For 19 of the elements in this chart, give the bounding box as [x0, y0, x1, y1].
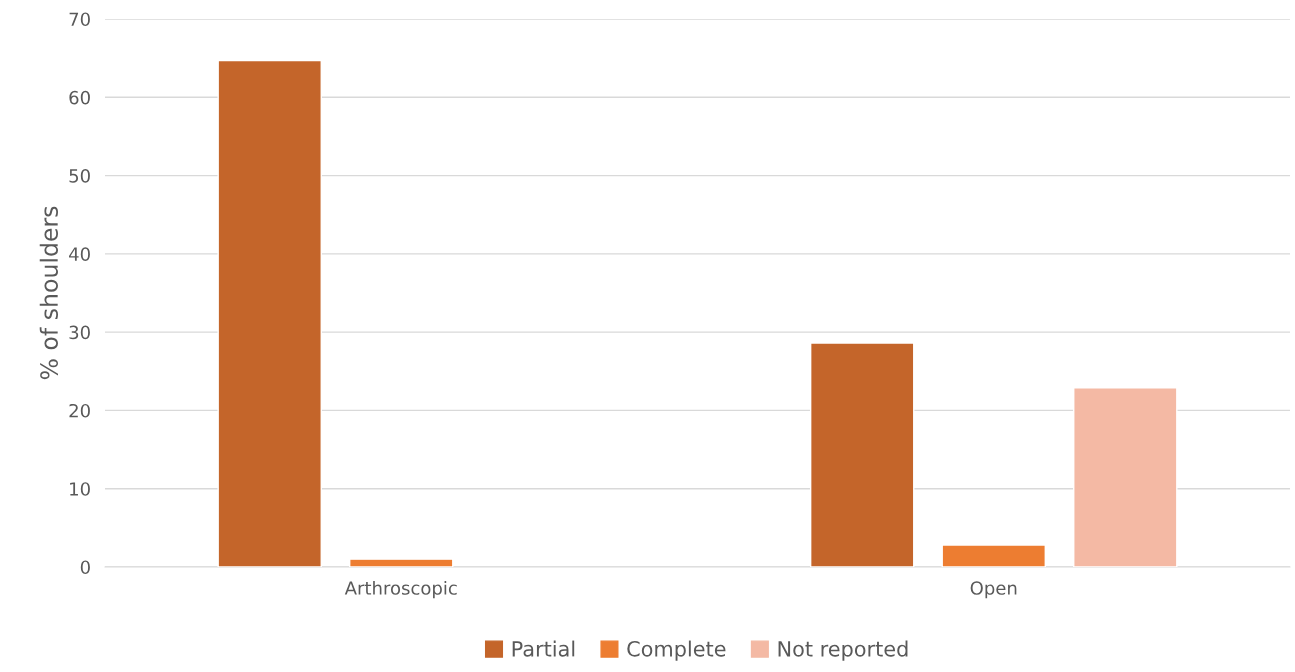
y-tick-label: 60: [69, 90, 90, 105]
x-tick-label: Open: [970, 581, 1017, 599]
y-tick-label: 30: [69, 325, 90, 340]
y-tick-label: 20: [69, 403, 90, 418]
bar: [941, 544, 1046, 567]
legend-label: Complete: [627, 640, 726, 661]
y-axis-title: % of shoulders: [39, 206, 59, 380]
y-tick-label: 40: [69, 247, 90, 261]
y-tick-label: 0: [80, 560, 90, 575]
bar: [349, 558, 454, 567]
y-tick-label: 10: [70, 482, 90, 496]
legend-label: Partial: [512, 640, 575, 657]
x-tick-label: Arthroscopic: [344, 580, 457, 599]
bar: [1073, 387, 1178, 567]
legend-label: Not reported: [778, 640, 908, 661]
bar: [809, 342, 915, 567]
bar: [217, 59, 322, 567]
y-tick-label: 70: [69, 12, 90, 27]
y-tick-label: 50: [69, 169, 90, 183]
